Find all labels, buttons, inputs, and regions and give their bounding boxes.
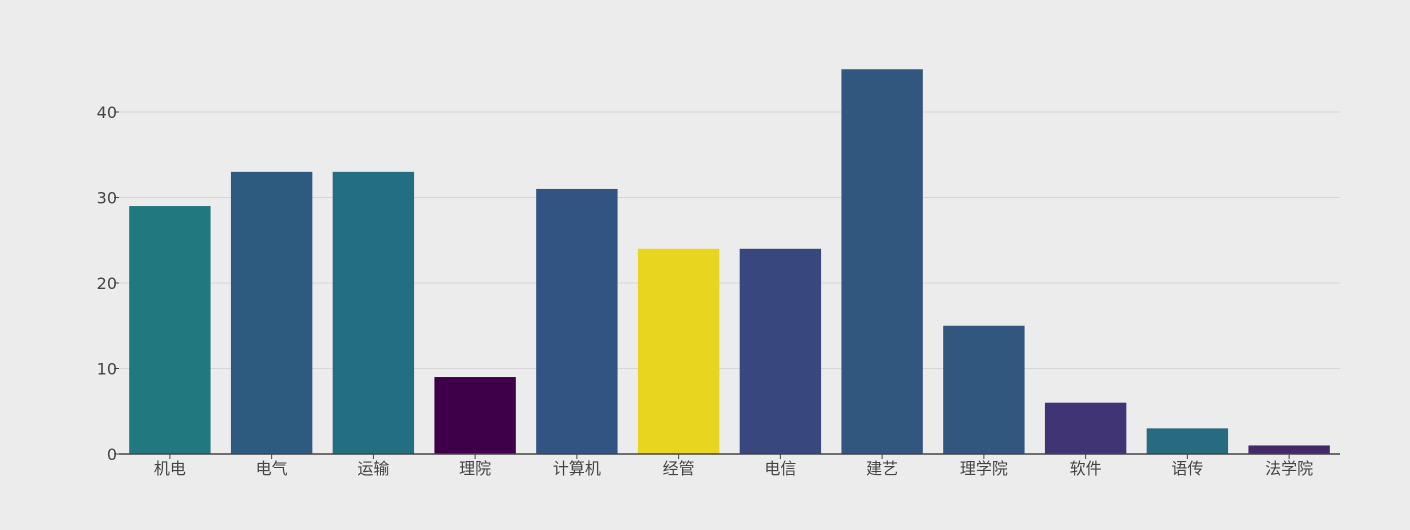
bar [1044, 402, 1127, 454]
bar [1248, 445, 1330, 454]
y-grid [119, 111, 1340, 369]
bar [943, 325, 1025, 454]
y-tick-label: 0 [107, 445, 117, 464]
y-tick-label: 40 [97, 103, 117, 122]
bar [434, 377, 516, 454]
x-tick-label: 理院 [459, 459, 491, 478]
x-tick-label: 经管 [663, 459, 695, 478]
bar [129, 206, 211, 454]
y-tick-label: 20 [97, 274, 117, 293]
bar [332, 171, 415, 454]
x-tick-label: 计算机 [553, 459, 601, 478]
x-tick-label: 理学院 [960, 459, 1008, 478]
x-tick-label: 语传 [1171, 459, 1203, 478]
bar [841, 69, 923, 454]
x-tick-label: 电气 [256, 459, 288, 478]
x-tick-label: 电信 [764, 459, 796, 478]
bar [536, 188, 618, 454]
bar [739, 248, 822, 454]
x-tick-label: 软件 [1070, 459, 1102, 478]
y-tick-label: 30 [97, 189, 117, 208]
bar [637, 248, 720, 454]
bar [1146, 428, 1229, 454]
x-tick-label: 法学院 [1265, 459, 1313, 478]
y-tick-label: 10 [97, 360, 117, 379]
x-tick-label: 建艺 [866, 459, 898, 478]
x-tick-label: 机电 [154, 459, 186, 478]
y-axis: 0 10 20 30 40 [97, 103, 119, 464]
bars [129, 69, 1330, 454]
x-axis: 机电 电气 运输 理院 计算机 经管 电信 建艺 理学院 软件 语传 法学院 [154, 454, 1313, 478]
x-tick-label: 运输 [357, 459, 389, 478]
bar [230, 171, 313, 454]
